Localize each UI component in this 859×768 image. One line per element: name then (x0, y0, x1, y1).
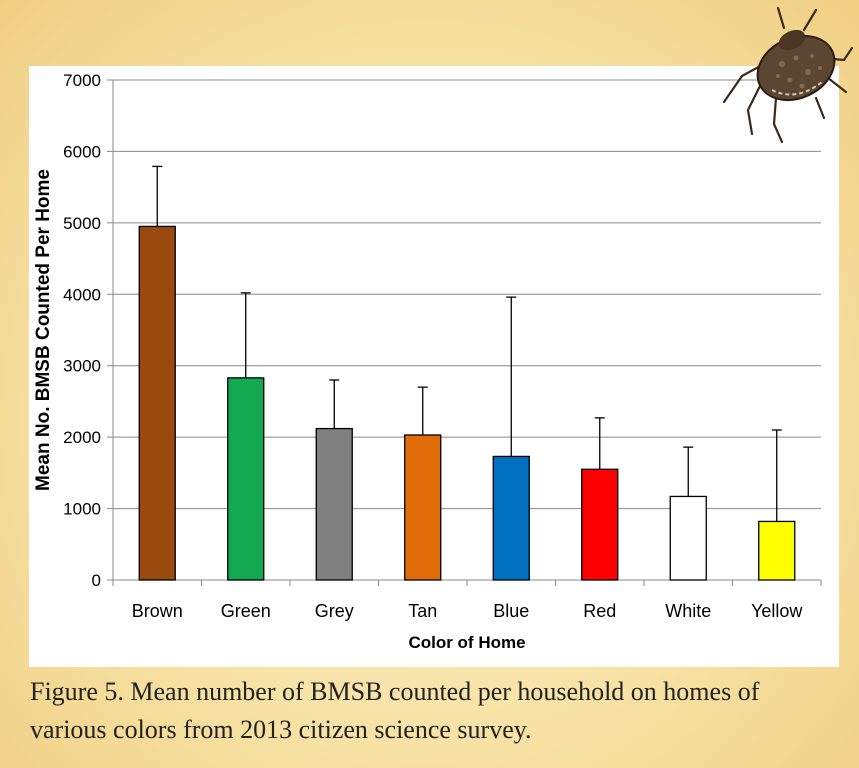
y-tick-label: 1000 (63, 500, 101, 519)
x-tick-label: Red (583, 601, 616, 621)
y-tick-label: 3000 (63, 357, 101, 376)
bar-tan (404, 434, 442, 581)
y-tick-label: 0 (92, 571, 101, 590)
bar-brown (138, 225, 176, 581)
y-axis-label: Mean No. BMSB Counted Per Home (33, 169, 54, 491)
bar-yellow (758, 520, 796, 581)
bar-blue (492, 455, 530, 581)
bar-white (669, 495, 707, 581)
x-tick-label: Tan (408, 601, 437, 621)
chart-panel: 0 1000 2000 3000 4000 5000 6000 7000 Brown Green G… (29, 66, 839, 667)
x-tick-label: Blue (493, 601, 529, 621)
y-tick-label: 5000 (63, 214, 101, 233)
stink-bug-icon (722, 6, 854, 144)
bar-grey (315, 427, 353, 581)
x-axis-label: Color of Home (408, 633, 525, 652)
x-tick-label: Yellow (751, 601, 803, 621)
x-tick-label: Green (221, 601, 271, 621)
bar-green (227, 377, 265, 581)
y-tick-label: 4000 (63, 285, 101, 304)
x-tick-label: White (665, 601, 711, 621)
bar-red (581, 468, 619, 581)
y-tick-label: 6000 (63, 142, 101, 161)
x-tick-label: Brown (132, 601, 183, 621)
y-tick-label: 7000 (63, 71, 101, 90)
y-tick-label: 2000 (63, 428, 101, 447)
bar-chart: 0 1000 2000 3000 4000 5000 6000 7000 Brown Green G… (33, 71, 822, 652)
x-tick-label: Grey (315, 601, 354, 621)
figure-caption: Figure 5. Mean number of BMSB counted pe… (30, 677, 760, 744)
